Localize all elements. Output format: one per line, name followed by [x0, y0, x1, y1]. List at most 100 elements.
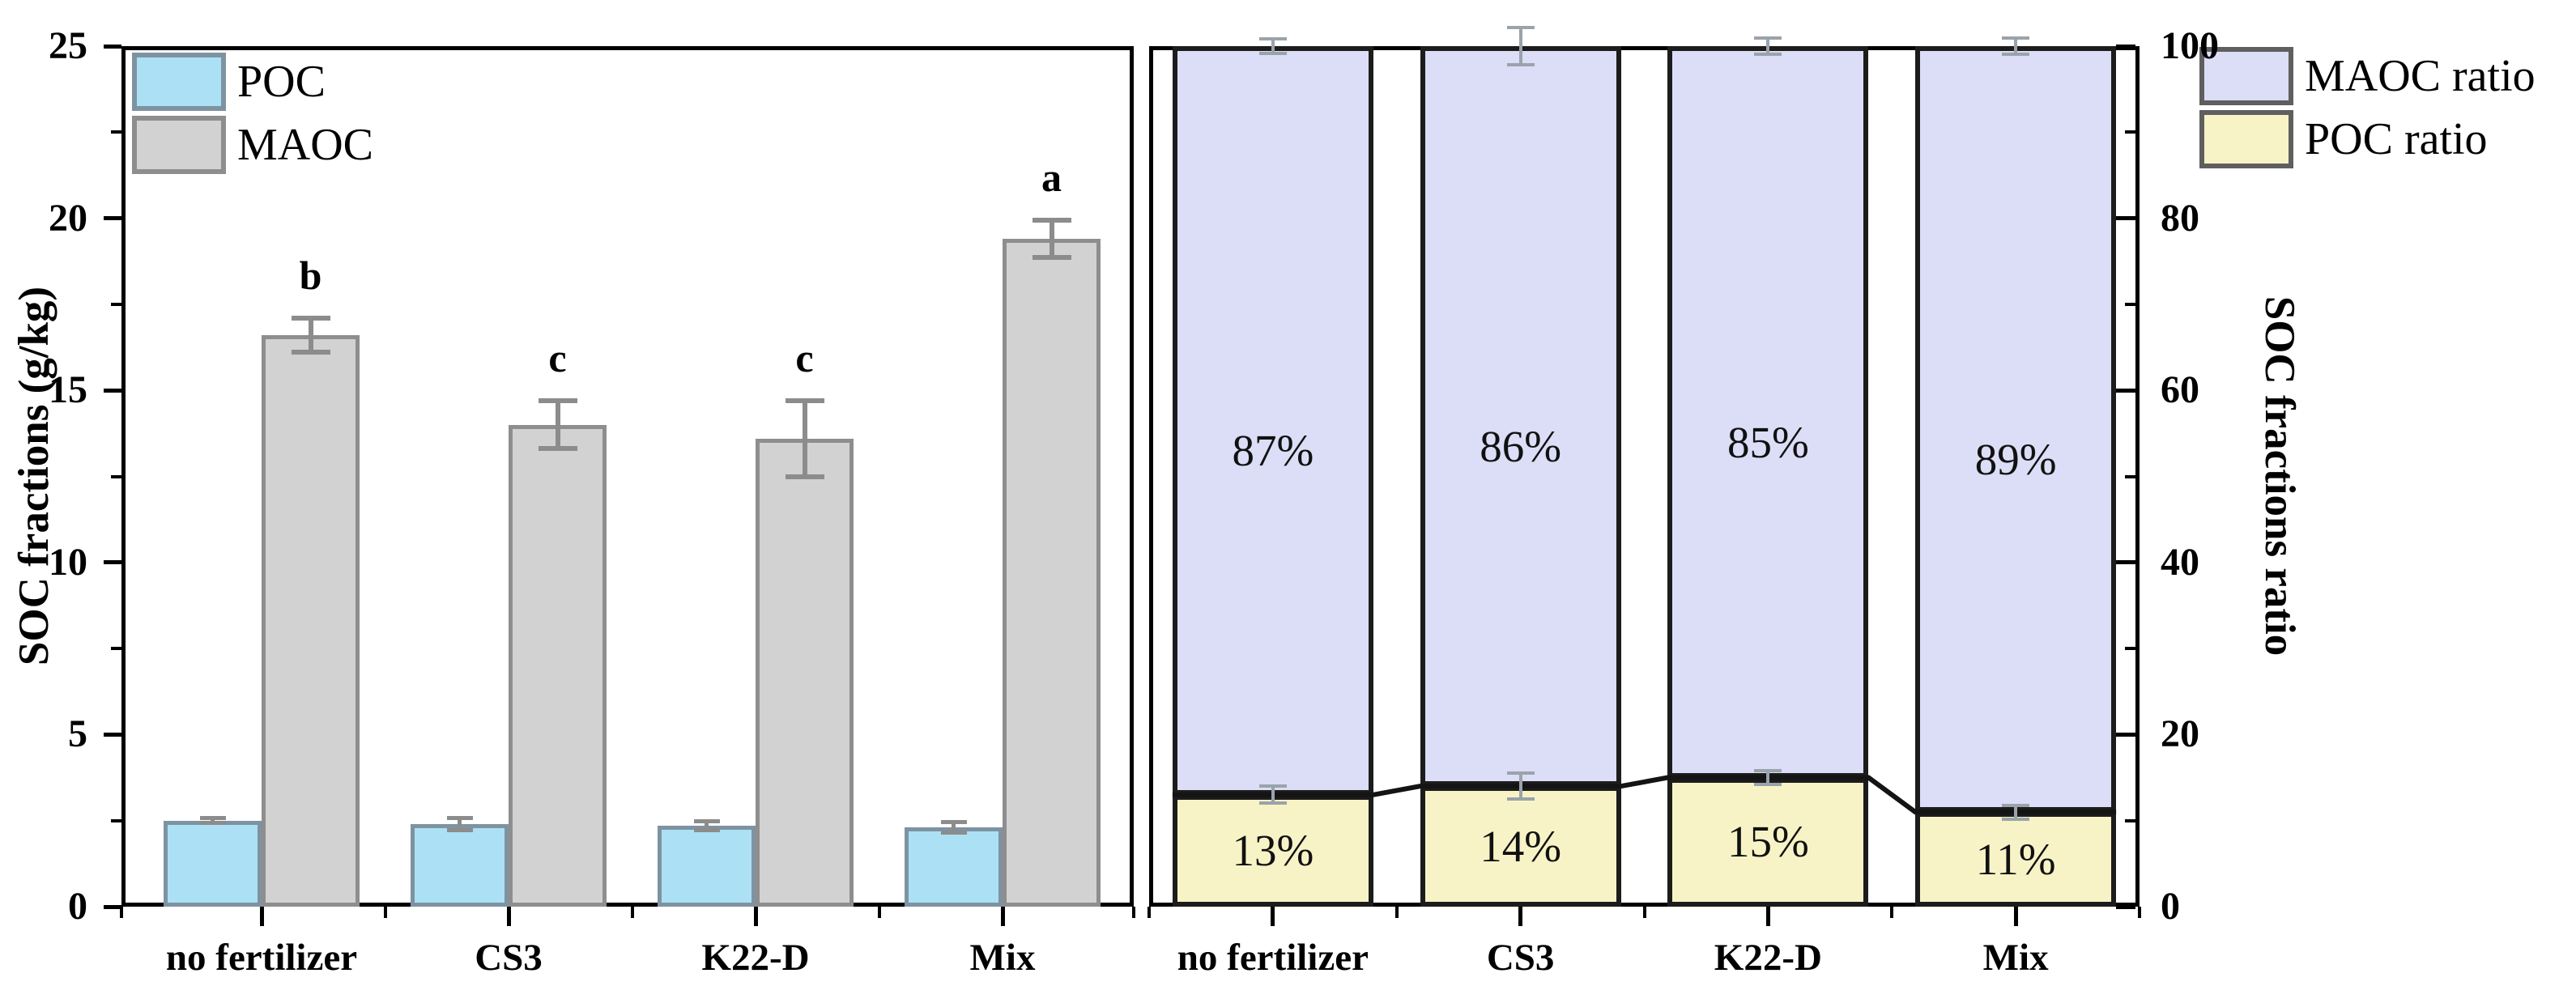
right-y-major-tick — [2116, 732, 2135, 737]
poc-errorbar-cap-top — [940, 820, 967, 825]
maoc-ratio-percent-label: 87% — [1232, 426, 1314, 476]
poc-errorbar-line — [211, 818, 215, 823]
ratio-boundary-errorbar-line — [1766, 771, 1770, 785]
maoc-bar — [756, 438, 854, 907]
legend-label-maoc: MAOC — [237, 120, 374, 170]
left-y-tick-label: 25 — [49, 24, 87, 67]
poc-errorbar-cap-bottom — [199, 821, 226, 826]
left-category-label: CS3 — [475, 937, 543, 979]
maoc-ratio-swatch — [2199, 47, 2293, 105]
maoc-ratio-bar — [1667, 46, 1869, 778]
ratio-top-errorbar-cap-bottom — [1506, 63, 1535, 67]
right-y-major-tick — [2116, 388, 2135, 393]
maoc-errorbar-cap-top — [291, 315, 330, 321]
maoc-errorbar-cap-top — [538, 397, 577, 403]
right-x-minor-tick — [1147, 907, 1151, 918]
poc-errorbar-cap-bottom — [446, 828, 473, 833]
maoc-errorbar-cap-bottom — [785, 474, 824, 479]
maoc-swatch — [132, 116, 226, 174]
right-category-label: CS3 — [1486, 937, 1555, 979]
significance-letter: c — [548, 334, 567, 380]
ratio-boundary-errorbar-line — [1518, 773, 1522, 800]
left-y-minor-tick — [111, 474, 121, 478]
ratio-boundary-errorbar-cap-top — [1506, 771, 1535, 776]
right-y-tick-label: 0 — [2161, 885, 2180, 928]
left-y-major-tick — [104, 732, 121, 737]
right-y-minor-tick — [2125, 647, 2135, 651]
maoc-ratio-percent-label: 89% — [1974, 435, 2057, 485]
ratio-boundary-errorbar-cap-bottom — [2002, 817, 2030, 821]
left-y-minor-tick — [111, 130, 121, 134]
poc-swatch — [132, 53, 226, 111]
right-category-label: Mix — [1982, 937, 2049, 979]
left-y-minor-tick — [111, 818, 121, 822]
left-x-major-tick — [259, 907, 264, 926]
maoc-bar — [1003, 239, 1101, 907]
ratio-top-errorbar-cap-top — [2002, 36, 2030, 40]
poc-bar — [411, 823, 509, 907]
poc-errorbar-line — [952, 822, 956, 833]
legend-item-poc: POC — [132, 53, 373, 111]
left-y-tick-label: 0 — [68, 885, 87, 928]
ratio-top-errorbar-line — [2014, 38, 2018, 54]
ratio-top-errorbar-cap-bottom — [1258, 51, 1287, 55]
legend-item-poc-ratio: POC ratio — [2199, 110, 2536, 168]
maoc-errorbar-line — [1049, 219, 1054, 258]
right-x-major-tick — [1765, 907, 1770, 926]
left-y-major-tick — [104, 216, 121, 221]
left-y-tick-label: 20 — [49, 196, 87, 240]
left-y-minor-tick — [111, 647, 121, 651]
right-y-tick-label: 100 — [2161, 24, 2219, 67]
maoc-errorbar-cap-bottom — [1032, 255, 1071, 261]
right-y-axis-title: SOC fractions ratio — [2256, 295, 2303, 657]
left-x-minor-tick — [1132, 907, 1135, 918]
left-x-major-tick — [506, 907, 511, 926]
maoc-errorbar-cap-bottom — [538, 446, 577, 452]
poc-ratio-bar — [1915, 812, 2117, 907]
significance-letter: c — [795, 334, 814, 380]
poc-bar — [164, 820, 262, 907]
right-x-minor-tick — [1642, 907, 1646, 918]
ratio-boundary-errorbar-cap-top — [1258, 784, 1287, 788]
ratio-top-errorbar-line — [1518, 27, 1522, 66]
poc-errorbar-line — [458, 818, 462, 831]
left-x-major-tick — [1000, 907, 1005, 926]
right-y-minor-tick — [2125, 302, 2135, 306]
left-y-tick-label: 5 — [68, 712, 87, 756]
poc-ratio-percent-label: 11% — [1975, 834, 2056, 884]
left-x-minor-tick — [383, 907, 387, 918]
left-x-major-tick — [753, 907, 758, 926]
left-category-label: no fertilizer — [165, 937, 358, 979]
poc-ratio-percent-label: 13% — [1232, 825, 1314, 875]
maoc-ratio-bar — [1915, 46, 2117, 813]
legend-label-maoc-ratio: MAOC ratio — [2305, 51, 2536, 101]
right-category-label: no fertilizer — [1177, 937, 1369, 979]
poc-ratio-swatch — [2199, 110, 2293, 168]
ratio-boundary-errorbar-line — [2014, 805, 2018, 819]
ratio-boundary-errorbar-cap-bottom — [1506, 797, 1535, 801]
maoc-ratio-bar — [1420, 46, 1621, 787]
left-y-minor-tick — [111, 302, 121, 306]
right-y-major-tick — [2116, 904, 2135, 909]
left-y-major-tick — [104, 560, 121, 565]
right-legend: MAOC ratio POC ratio — [2199, 47, 2536, 173]
left-x-minor-tick — [120, 907, 123, 918]
maoc-bar — [509, 424, 607, 907]
maoc-ratio-percent-label: 86% — [1480, 422, 1562, 472]
ratio-boundary-errorbar-cap-top — [2002, 803, 2030, 807]
right-y-major-tick — [2116, 44, 2135, 49]
maoc-errorbar-cap-top — [785, 397, 824, 403]
left-y-tick-label: 10 — [49, 540, 87, 584]
right-x-minor-tick — [1890, 907, 1894, 918]
ratio-top-errorbar-line — [1766, 38, 1770, 54]
left-x-minor-tick — [877, 907, 881, 918]
ratio-top-errorbar-cap-top — [1506, 25, 1535, 29]
ratio-top-errorbar-cap-top — [1754, 36, 1782, 40]
left-legend: POC MAOC — [132, 53, 373, 179]
maoc-ratio-percent-label: 85% — [1727, 417, 1809, 467]
poc-errorbar-cap-top — [693, 819, 720, 824]
ratio-boundary-errorbar-cap-bottom — [1754, 783, 1782, 787]
poc-bar — [658, 826, 756, 907]
right-y-tick-label: 40 — [2161, 540, 2199, 584]
